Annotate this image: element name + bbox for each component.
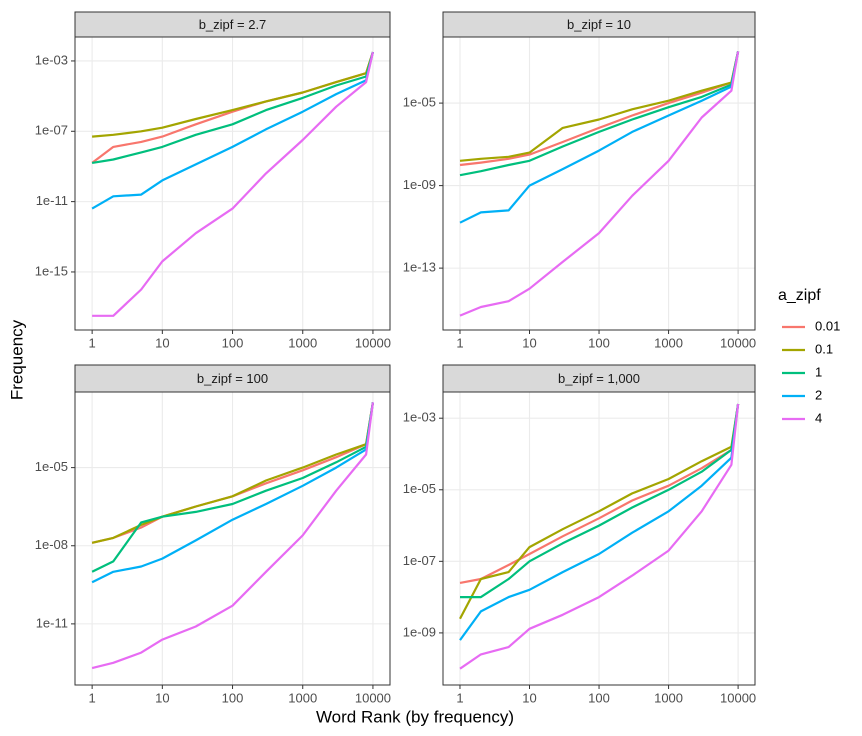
series-line <box>459 51 740 167</box>
x-tick-label: 100 <box>588 690 610 705</box>
x-axis-label: Word Rank (by frequency) <box>316 707 514 726</box>
strip <box>74 364 391 393</box>
y-tick-label: 1e-09 <box>403 624 436 639</box>
legend-label: 2 <box>815 387 822 402</box>
y-tick-label: 1e-03 <box>403 410 436 425</box>
x-tick-label: 1 <box>456 690 463 705</box>
series-line <box>91 402 374 544</box>
y-tick-label: 1e-08 <box>35 537 68 552</box>
series-line <box>460 403 740 599</box>
x-tick-label: 100 <box>222 335 244 350</box>
y-tick-label: 1e-11 <box>36 615 68 630</box>
series-line <box>92 51 374 138</box>
y-tick-label: 1e-05 <box>403 481 436 496</box>
x-tick-label: 1 <box>89 690 96 705</box>
series-line <box>92 51 374 317</box>
x-tick-label: 10 <box>522 690 536 705</box>
x-tick-label: 1 <box>89 335 96 350</box>
series-line <box>91 51 374 210</box>
strip-title: b_zipf = 1,000 <box>558 371 640 386</box>
x-tick-label: 10 <box>155 690 169 705</box>
y-tick-label: 1e-15 <box>35 263 68 278</box>
y-tick-label: 1e-05 <box>403 95 436 110</box>
y-tick-label: 1e-09 <box>403 177 436 192</box>
x-tick-label: 10 <box>522 335 536 350</box>
y-tick-label: 1e-05 <box>35 459 68 474</box>
series-line <box>91 402 374 573</box>
y-tick-label: 1e-07 <box>35 123 68 138</box>
x-tick-label: 1000 <box>654 335 683 350</box>
strip-title: b_zipf = 2.7 <box>199 17 267 32</box>
x-tick-label: 1000 <box>288 335 317 350</box>
legend-label: 4 <box>815 410 822 425</box>
x-tick-label: 100 <box>588 335 610 350</box>
legend-title: a_zipf <box>778 287 821 304</box>
series-line <box>91 51 374 164</box>
y-tick-label: 1e-07 <box>403 553 436 568</box>
strip <box>74 11 391 38</box>
x-tick-label: 1 <box>456 335 463 350</box>
strip-title: b_zipf = 10 <box>567 17 631 32</box>
legend-label: 0.1 <box>815 341 833 356</box>
y-tick-label: 1e-11 <box>36 193 68 208</box>
y-axis-label: Frequency <box>7 319 26 400</box>
y-tick-label: 1e-03 <box>35 52 68 67</box>
x-tick-label: 1000 <box>654 690 683 705</box>
x-tick-label: 10000 <box>355 690 391 705</box>
x-tick-label: 10000 <box>355 335 391 350</box>
legend-label: 0.01 <box>815 318 840 333</box>
x-tick-label: 10000 <box>720 335 756 350</box>
series-line <box>459 51 740 177</box>
x-tick-label: 100 <box>222 690 244 705</box>
series-line <box>91 402 374 584</box>
y-tick-label: 1e-13 <box>403 260 436 275</box>
series-line <box>459 403 740 670</box>
series-line <box>459 403 740 620</box>
x-tick-label: 10 <box>155 335 169 350</box>
series-line <box>459 51 740 162</box>
series-line <box>459 403 740 641</box>
x-tick-label: 1000 <box>288 690 317 705</box>
series-line <box>459 51 740 317</box>
legend-label: 1 <box>815 364 822 379</box>
series-line <box>459 403 740 584</box>
x-tick-label: 10000 <box>720 690 756 705</box>
strip <box>442 11 756 38</box>
strip-title: b_zipf = 100 <box>197 371 268 386</box>
strip <box>442 364 756 393</box>
series-line <box>459 51 740 224</box>
series-line <box>91 402 374 670</box>
